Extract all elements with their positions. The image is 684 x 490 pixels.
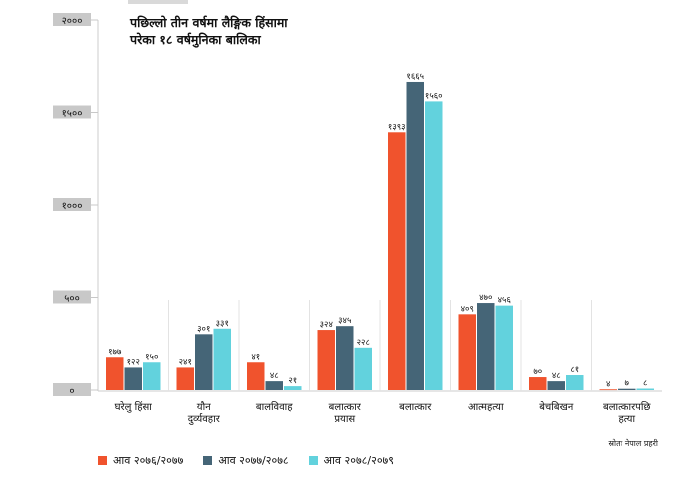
bar: [547, 381, 565, 390]
x-tick-label: आत्महत्या: [468, 402, 504, 413]
bar-value-label: ३३१: [216, 319, 229, 329]
legend-item-series-1: आव २०७६/२०७७: [98, 453, 183, 468]
bar-value-label: २४१: [179, 357, 192, 367]
x-tick-label: बालविवाह: [256, 401, 293, 413]
y-tick-label-bg: [53, 290, 91, 304]
bar: [195, 334, 213, 390]
bar-value-label: ८: [643, 379, 647, 389]
bar-value-label: ८१: [570, 365, 579, 375]
bar: [176, 367, 194, 390]
legend: आव २०७६/२०७७ आव २०७७/२०७८ आव २०७८/२०७९: [98, 453, 394, 468]
legend-swatch-series-2: [203, 456, 213, 465]
bar-value-label: १७७: [108, 347, 122, 357]
bar-value-label: ७०: [533, 367, 542, 377]
top-tab-decoration: [128, 0, 188, 4]
bar: [425, 101, 443, 391]
y-tick-label: ०: [69, 386, 74, 397]
y-tick-label: १०००: [62, 201, 83, 212]
bar-value-label: ७: [625, 379, 630, 389]
x-tick-label: दुर्व्यवहार: [188, 413, 221, 425]
bar: [529, 377, 547, 390]
legend-label-series-2: आव २०७७/२०७८: [218, 454, 289, 467]
bar: [636, 388, 654, 390]
x-tick-label: बलात्कारपछि: [603, 401, 651, 413]
bar-value-label: २२८: [357, 338, 370, 348]
bar: [495, 305, 513, 390]
bar: [317, 330, 335, 390]
bar-value-label: ४१: [251, 352, 260, 362]
bar: [354, 347, 372, 390]
bar-value-label: १२२: [127, 357, 140, 367]
x-tick-label: प्रयास: [334, 414, 355, 425]
bar: [336, 326, 354, 390]
bar: [406, 81, 424, 390]
bar: [618, 388, 636, 390]
legend-label-series-3: आव २०७८/२०७९: [323, 454, 394, 467]
legend-swatch-series-1: [98, 456, 107, 465]
legend-item-series-2: आव २०७७/२०७८: [203, 453, 289, 468]
bar-value-label: ४८: [552, 371, 561, 381]
bar-value-label: १६६५: [406, 72, 424, 82]
y-tick-label: २०००: [62, 16, 83, 27]
bar-value-label: ४७०: [479, 293, 492, 303]
chart-title: पछिल्लो तीन वर्षमा लैङ्गिक हिंसामा परेका…: [130, 14, 390, 48]
bar: [124, 367, 142, 390]
bar: [213, 328, 231, 390]
bar-value-label: ४८: [270, 371, 279, 381]
y-tick-label: १५००: [62, 109, 83, 120]
bar: [106, 357, 124, 390]
bar: [458, 314, 476, 390]
x-tick-label: घरेलु हिंसा: [115, 401, 153, 413]
y-tick-label-bg: [53, 383, 91, 396]
bar-value-label: ३२४: [320, 320, 333, 330]
source-note: स्रोतः नेपाल प्रहरी: [608, 439, 658, 448]
legend-label-series-1: आव २०७६/२०७७: [113, 454, 184, 467]
bar: [477, 303, 495, 390]
y-tick-label: ५००: [64, 294, 80, 305]
legend-item-series-3: आव २०७८/२०७९: [308, 453, 394, 468]
bar-value-label: १५६०: [425, 91, 443, 101]
bar-value-label: ४: [606, 379, 610, 389]
y-tick-label-bg: [53, 198, 91, 211]
chart-title-line-1: पछिल्लो तीन वर्षमा लैङ्गिक हिंसामा: [130, 15, 288, 30]
chart-title-line-2: परेका १८ वर्षमुनिका बालिका: [130, 32, 261, 47]
x-tick-label: यौन: [197, 401, 211, 413]
bar-value-label: ३४५: [338, 316, 351, 326]
bar: [265, 381, 283, 390]
bar-value-label: ४०९: [461, 304, 474, 314]
bar: [247, 362, 265, 390]
bar: [566, 375, 584, 390]
x-tick-label: बलात्कार: [329, 402, 362, 413]
y-tick-label-bg: [53, 105, 91, 119]
bar-value-label: १५०: [145, 352, 158, 362]
x-tick-label: बलात्कार: [399, 402, 432, 413]
bar-value-label: २१: [288, 376, 297, 386]
bar: [388, 132, 406, 391]
y-tick-label-bg: [53, 13, 91, 26]
legend-swatch-series-3: [308, 456, 318, 465]
bar: [284, 386, 302, 390]
x-tick-label: बेचबिखन: [539, 401, 574, 413]
bar-value-label: ४५६: [498, 296, 512, 306]
bar: [143, 362, 161, 390]
bar: [599, 389, 617, 391]
bar-value-label: १३९३: [388, 122, 406, 132]
x-tick-label: हत्या: [618, 414, 635, 425]
bar-value-label: ३०१: [197, 324, 210, 334]
